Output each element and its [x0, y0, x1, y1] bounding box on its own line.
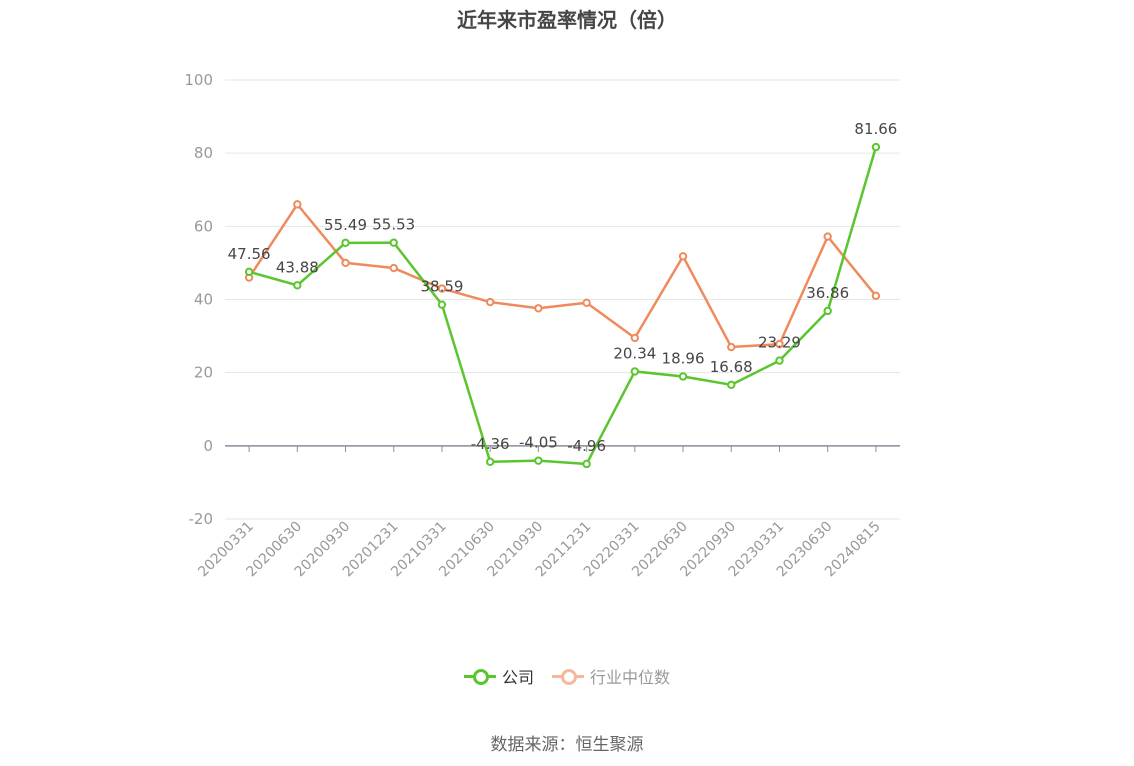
company-point	[775, 356, 784, 365]
industry-point	[678, 252, 688, 261]
series	[244, 142, 881, 469]
industry-point	[871, 291, 881, 301]
company-point	[534, 456, 543, 465]
company-data-label: 38.59	[420, 278, 463, 296]
legend-industry-marker-icon	[552, 667, 584, 685]
legend: 公司 行业中位数	[0, 664, 1134, 688]
company-data-label: 16.68	[710, 358, 753, 376]
company-data-label: 43.88	[276, 258, 319, 276]
company-point	[341, 238, 350, 248]
industry-series-line	[248, 203, 877, 349]
axes: 100806040200-202020033120200630202009302…	[184, 71, 900, 580]
y-tick-label: 80	[194, 144, 213, 162]
y-tick-label: 40	[194, 291, 213, 309]
company-data-label: 23.29	[758, 334, 801, 352]
legend-item-company[interactable]: 公司	[463, 664, 534, 688]
source-note: 数据来源：恒生聚源	[490, 735, 644, 755]
company-data-label: -4.05	[519, 434, 558, 452]
industry-point	[389, 263, 398, 273]
legend-company-marker-icon	[463, 667, 496, 685]
company-point	[244, 267, 254, 277]
industry-point	[823, 232, 832, 241]
y-tick-label: 0	[203, 437, 213, 455]
industry-point	[727, 342, 736, 352]
company-point	[871, 142, 881, 152]
company-data-label: 81.66	[854, 120, 897, 138]
y-tick-label: 60	[194, 217, 213, 235]
legend-industry-label: 行业中位数	[590, 668, 671, 687]
legend-item-industry[interactable]: 行业中位数	[552, 664, 670, 688]
y-tick-label: 100	[184, 71, 213, 89]
industry-point	[775, 339, 784, 349]
industry-point	[630, 333, 640, 343]
company-point	[582, 459, 591, 469]
company-point	[823, 306, 832, 316]
company-series-line	[248, 146, 878, 466]
industry-point	[341, 258, 350, 268]
company-point	[727, 380, 736, 390]
industry-point	[582, 298, 591, 307]
chart-title: 近年来市盈率情况（倍）	[457, 8, 677, 32]
company-point	[678, 372, 688, 381]
company-data-label: 18.96	[662, 349, 705, 367]
company-data-label: 55.53	[372, 216, 415, 234]
company-point	[630, 367, 640, 376]
industry-point	[437, 284, 447, 293]
company-data-label: 36.86	[806, 284, 849, 302]
company-data-label: 47.56	[228, 245, 271, 263]
industry-point	[485, 297, 495, 307]
grid-lines	[225, 79, 900, 520]
y-tick-label: -20	[189, 510, 214, 528]
company-data-label: -4.96	[567, 437, 606, 455]
company-point	[437, 300, 447, 309]
company-data-label: 55.49	[324, 216, 367, 234]
company-point	[293, 281, 302, 290]
industry-point	[293, 200, 302, 209]
company-point	[389, 238, 398, 247]
legend-company-label: 公司	[501, 668, 534, 687]
data-labels: 47.56 43.88 55.49 55.53 38.59 -4.36 -4.05 -4.96…	[228, 120, 898, 455]
company-data-label: 20.34	[613, 344, 656, 362]
company-data-label: -4.36	[471, 435, 510, 453]
company-point	[485, 457, 495, 466]
y-tick-label: 20	[194, 364, 213, 382]
industry-point	[534, 304, 543, 313]
